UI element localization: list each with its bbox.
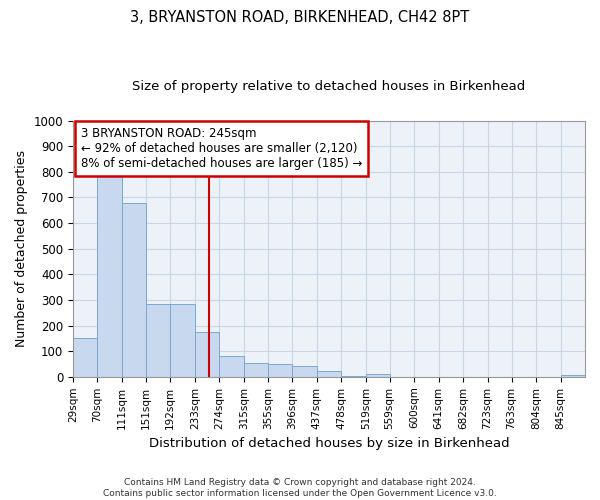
Text: 3 BRYANSTON ROAD: 245sqm
← 92% of detached houses are smaller (2,120)
8% of semi: 3 BRYANSTON ROAD: 245sqm ← 92% of detach… [80, 127, 362, 170]
Bar [560, 375, 585, 377]
Bar [292, 366, 317, 377]
Bar [97, 166, 122, 377]
Bar [268, 364, 292, 377]
Bar [317, 371, 341, 377]
Bar [122, 202, 146, 377]
Text: Contains HM Land Registry data © Crown copyright and database right 2024.
Contai: Contains HM Land Registry data © Crown c… [103, 478, 497, 498]
Bar [244, 362, 268, 377]
Y-axis label: Number of detached properties: Number of detached properties [15, 150, 28, 347]
Text: 3, BRYANSTON ROAD, BIRKENHEAD, CH42 8PT: 3, BRYANSTON ROAD, BIRKENHEAD, CH42 8PT [130, 10, 470, 25]
Title: Size of property relative to detached houses in Birkenhead: Size of property relative to detached ho… [133, 80, 526, 93]
Bar [366, 374, 390, 377]
Bar [220, 356, 244, 377]
Bar [146, 304, 170, 377]
Bar [195, 332, 220, 377]
X-axis label: Distribution of detached houses by size in Birkenhead: Distribution of detached houses by size … [149, 437, 509, 450]
Bar [73, 338, 97, 377]
Bar [170, 304, 195, 377]
Bar [341, 376, 366, 377]
